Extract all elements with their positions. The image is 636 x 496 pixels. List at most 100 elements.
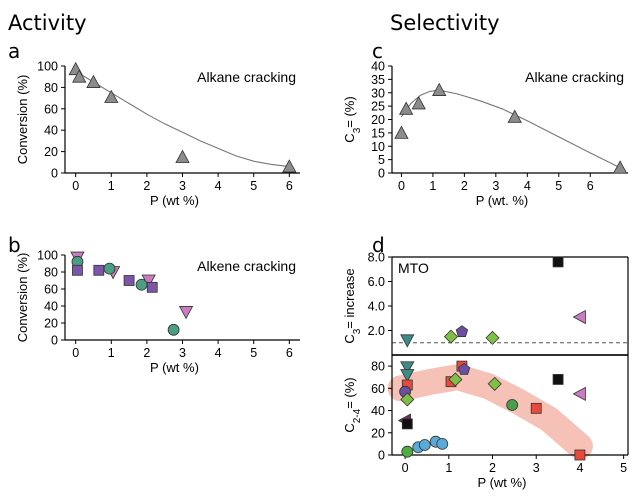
panel-label-a: a bbox=[8, 39, 20, 63]
x-tick-label: 3 bbox=[179, 179, 186, 193]
y-tick-label: 100 bbox=[37, 60, 58, 74]
activity-heading: Activity bbox=[8, 11, 87, 35]
y-axis-label: Conversion (%) bbox=[15, 75, 30, 165]
y-axis-label: C3= (%) bbox=[342, 96, 363, 142]
x-tick-label: 2 bbox=[489, 461, 496, 475]
y-axis-label-rest: = (%) bbox=[342, 377, 357, 408]
data-point bbox=[572, 309, 586, 325]
y-tick-label: 35 bbox=[371, 73, 385, 87]
y-axis-label-subscript: 3 bbox=[352, 328, 363, 334]
y-axis-label: C3= increase bbox=[342, 268, 363, 343]
chart-annotation: Alkene cracking bbox=[197, 258, 296, 274]
data-point bbox=[400, 392, 415, 407]
data-point bbox=[93, 264, 105, 276]
x-tick-label: 3 bbox=[492, 179, 499, 193]
y-tick-label: 100 bbox=[37, 249, 58, 263]
x-tick-label: 2 bbox=[143, 179, 150, 193]
x-tick-label: 6 bbox=[286, 179, 293, 193]
data-point bbox=[400, 334, 415, 348]
y-tick-label: 0 bbox=[378, 449, 385, 463]
y-tick-label: 60 bbox=[371, 382, 385, 396]
y-axis-label: Conversion (%) bbox=[15, 253, 30, 343]
y-tick-label: 60 bbox=[44, 102, 58, 116]
y-tick-label: 40 bbox=[371, 404, 385, 418]
x-tick-label: 6 bbox=[286, 346, 293, 360]
data-point bbox=[552, 374, 564, 385]
y-tick-label: 20 bbox=[44, 145, 58, 159]
chart-panel-d-top: 2.0 4.0 6.0 8.0 C3= increase MTO bbox=[342, 251, 629, 356]
data-point bbox=[401, 445, 414, 458]
data-point bbox=[282, 159, 297, 173]
y-tick-label: 60 bbox=[44, 283, 58, 297]
y-tick-label: 20 bbox=[371, 113, 385, 127]
data-point bbox=[104, 89, 119, 103]
data-point bbox=[455, 325, 469, 337]
data-point bbox=[572, 386, 586, 402]
data-point bbox=[418, 439, 431, 451]
data-point bbox=[146, 281, 158, 293]
data-point bbox=[394, 125, 409, 139]
data-point bbox=[72, 264, 83, 276]
x-tick-label: 2 bbox=[461, 179, 468, 193]
x-tick-label: 5 bbox=[250, 346, 257, 360]
data-point bbox=[411, 96, 426, 110]
chart-panel-b: 0 20 40 60 80 100 0 1 2 3 4 5 6 P (wt %) Conversion (%… bbox=[15, 249, 300, 375]
chart-panel-a: 0 20 40 60 80 100 0 1 2 3 4 5 6 P (wt %) Conversion (%… bbox=[15, 60, 300, 208]
trend-band bbox=[387, 364, 593, 460]
data-point bbox=[530, 402, 542, 414]
x-tick-label: 4 bbox=[215, 179, 222, 193]
y-axis-label: C2-4= (%) bbox=[342, 377, 363, 432]
y-tick-label: 2.0 bbox=[368, 324, 385, 338]
y-tick-label: 80 bbox=[371, 360, 385, 374]
data-point bbox=[72, 69, 87, 83]
y-tick-label: 6.0 bbox=[368, 275, 385, 289]
x-tick-label: 0 bbox=[398, 179, 405, 193]
y-tick-label: 0 bbox=[51, 167, 58, 181]
data-point bbox=[400, 369, 415, 383]
data-point bbox=[506, 399, 519, 411]
fit-curve bbox=[400, 89, 621, 169]
chart-annotation: Alkane cracking bbox=[197, 69, 296, 85]
y-tick-label: 5 bbox=[378, 153, 385, 167]
data-point bbox=[507, 109, 522, 123]
y-tick-label: 15 bbox=[371, 126, 385, 140]
data-point bbox=[448, 372, 463, 387]
y-tick-label: 10 bbox=[371, 140, 385, 154]
x-tick-label: 3 bbox=[179, 346, 186, 360]
data-point bbox=[400, 361, 415, 375]
x-tick-label: 5 bbox=[250, 179, 257, 193]
y-tick-label: 20 bbox=[371, 426, 385, 440]
y-tick-label: 80 bbox=[44, 81, 58, 95]
data-point bbox=[487, 376, 502, 391]
x-tick-label: 2 bbox=[143, 346, 150, 360]
x-tick-label: 5 bbox=[555, 179, 562, 193]
chart-annotation: MTO bbox=[398, 260, 429, 276]
data-point bbox=[401, 418, 413, 430]
x-tick-label: 4 bbox=[576, 461, 583, 475]
x-axis-label: P (wt %) bbox=[478, 475, 527, 490]
selectivity-heading: Selectivity bbox=[390, 11, 500, 35]
data-point bbox=[552, 256, 564, 268]
x-tick-label: 3 bbox=[533, 461, 540, 475]
x-axis-label: P (wt. %) bbox=[476, 193, 529, 208]
x-tick-label: 4 bbox=[524, 179, 531, 193]
x-tick-label: 0 bbox=[402, 461, 409, 475]
x-tick-label: 1 bbox=[108, 346, 115, 360]
y-tick-label: 20 bbox=[44, 317, 58, 331]
y-axis-label-subscript: 3 bbox=[352, 127, 363, 133]
data-point bbox=[485, 330, 500, 345]
data-point bbox=[103, 262, 116, 275]
y-axis-label-rest: = (%) bbox=[342, 96, 357, 127]
x-tick-label: 5 bbox=[620, 461, 627, 475]
chart-annotation: Alkane cracking bbox=[525, 69, 624, 85]
data-point bbox=[443, 329, 459, 344]
data-point bbox=[178, 306, 194, 320]
data-point bbox=[175, 149, 190, 163]
data-point bbox=[612, 160, 628, 174]
y-tick-label: 80 bbox=[44, 266, 58, 280]
panel-label-c: c bbox=[372, 39, 383, 63]
x-tick-label: 6 bbox=[587, 179, 594, 193]
y-tick-label: 0 bbox=[51, 334, 58, 348]
